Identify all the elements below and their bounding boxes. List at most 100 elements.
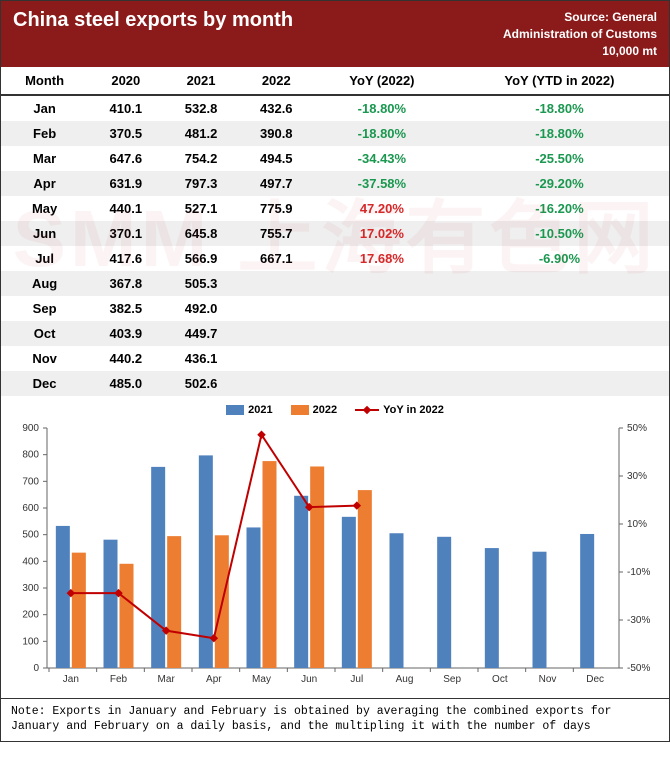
svg-text:800: 800 bbox=[22, 450, 39, 461]
table-cell: -25.50% bbox=[450, 146, 669, 171]
table-row: Jul417.6566.9667.117.68%-6.90% bbox=[1, 246, 669, 271]
unit-text: 10,000 mt bbox=[477, 43, 657, 60]
table-cell: 410.1 bbox=[88, 95, 163, 121]
svg-text:900: 900 bbox=[22, 423, 39, 434]
chart-plot: 0100200300400500600700800900-50%-30%-10%… bbox=[11, 420, 659, 690]
svg-text:Jun: Jun bbox=[301, 674, 317, 685]
table-cell: -16.20% bbox=[450, 196, 669, 221]
svg-text:30%: 30% bbox=[627, 471, 647, 482]
table-cell bbox=[239, 271, 314, 296]
table-cell: Jun bbox=[1, 221, 88, 246]
table-cell bbox=[239, 371, 314, 396]
svg-text:Dec: Dec bbox=[586, 674, 604, 685]
source-text: Source: General Administration of Custom… bbox=[477, 9, 657, 43]
table-cell: Feb bbox=[1, 121, 88, 146]
table-header-row: Month202020212022YoY (2022)YoY (YTD in 2… bbox=[1, 67, 669, 95]
table-cell bbox=[239, 346, 314, 371]
table-section: SMM 上海有色网 Month202020212022YoY (2022)YoY… bbox=[1, 67, 669, 396]
table-row: Apr631.9797.3497.7-37.58%-29.20% bbox=[1, 171, 669, 196]
table-cell: 497.7 bbox=[239, 171, 314, 196]
table-cell: -6.90% bbox=[450, 246, 669, 271]
table-cell: May bbox=[1, 196, 88, 221]
header-source: Source: General Administration of Custom… bbox=[477, 9, 657, 59]
table-cell: 370.5 bbox=[88, 121, 163, 146]
svg-text:50%: 50% bbox=[627, 423, 647, 434]
table-row: Sep382.5492.0 bbox=[1, 296, 669, 321]
table-cell: 382.5 bbox=[88, 296, 163, 321]
legend-swatch-2022 bbox=[291, 405, 309, 415]
col-header: 2020 bbox=[88, 67, 163, 95]
table-cell: -29.20% bbox=[450, 171, 669, 196]
table-cell: 440.1 bbox=[88, 196, 163, 221]
svg-text:600: 600 bbox=[22, 503, 39, 514]
table-cell: 449.7 bbox=[163, 321, 238, 346]
table-cell: 532.8 bbox=[163, 95, 238, 121]
col-header: Month bbox=[1, 67, 88, 95]
svg-text:Apr: Apr bbox=[206, 674, 222, 685]
legend-line-yoy bbox=[355, 409, 379, 411]
table-cell: Jan bbox=[1, 95, 88, 121]
legend-label-2021: 2021 bbox=[248, 404, 272, 416]
svg-text:-10%: -10% bbox=[627, 567, 650, 578]
table-row: Jun370.1645.8755.717.02%-10.50% bbox=[1, 221, 669, 246]
table-cell: Aug bbox=[1, 271, 88, 296]
table-cell: 502.6 bbox=[163, 371, 238, 396]
svg-text:May: May bbox=[252, 674, 271, 685]
chart-svg: 0100200300400500600700800900-50%-30%-10%… bbox=[11, 420, 659, 690]
col-header: 2021 bbox=[163, 67, 238, 95]
table-cell: 527.1 bbox=[163, 196, 238, 221]
table-cell: 432.6 bbox=[239, 95, 314, 121]
table-cell bbox=[314, 346, 450, 371]
table-cell: -37.58% bbox=[314, 171, 450, 196]
table-cell: 17.02% bbox=[314, 221, 450, 246]
table-cell: 797.3 bbox=[163, 171, 238, 196]
table-cell: 47.20% bbox=[314, 196, 450, 221]
svg-text:Jan: Jan bbox=[63, 674, 79, 685]
table-cell bbox=[239, 321, 314, 346]
table-cell: 440.2 bbox=[88, 346, 163, 371]
svg-text:400: 400 bbox=[22, 557, 39, 568]
table-cell bbox=[450, 296, 669, 321]
svg-text:Mar: Mar bbox=[158, 674, 176, 685]
table-cell: -18.80% bbox=[450, 121, 669, 146]
table-cell: Apr bbox=[1, 171, 88, 196]
chart-section: 2021 2022 YoY in 2022 010020030040050060… bbox=[1, 396, 669, 698]
table-cell: 667.1 bbox=[239, 246, 314, 271]
table-cell: 370.1 bbox=[88, 221, 163, 246]
table-cell: 631.9 bbox=[88, 171, 163, 196]
table-cell: 367.8 bbox=[88, 271, 163, 296]
col-header: 2022 bbox=[239, 67, 314, 95]
table-row: Mar647.6754.2494.5-34.43%-25.50% bbox=[1, 146, 669, 171]
table-row: Feb370.5481.2390.8-18.80%-18.80% bbox=[1, 121, 669, 146]
report-container: China steel exports by month Source: Gen… bbox=[0, 0, 670, 742]
svg-text:Sep: Sep bbox=[443, 674, 461, 685]
table-cell: Jul bbox=[1, 246, 88, 271]
table-cell bbox=[450, 271, 669, 296]
legend-yoy: YoY in 2022 bbox=[355, 404, 444, 416]
table-cell: -10.50% bbox=[450, 221, 669, 246]
svg-text:200: 200 bbox=[22, 610, 39, 621]
table-cell bbox=[450, 321, 669, 346]
table-cell bbox=[314, 271, 450, 296]
table-cell bbox=[314, 371, 450, 396]
report-title: China steel exports by month bbox=[13, 9, 293, 32]
table-cell: 775.9 bbox=[239, 196, 314, 221]
table-cell: -18.80% bbox=[314, 121, 450, 146]
table-cell: Oct bbox=[1, 321, 88, 346]
svg-text:300: 300 bbox=[22, 583, 39, 594]
table-row: Oct403.9449.7 bbox=[1, 321, 669, 346]
table-row: May440.1527.1775.947.20%-16.20% bbox=[1, 196, 669, 221]
table-cell bbox=[314, 296, 450, 321]
svg-text:Oct: Oct bbox=[492, 674, 508, 685]
table-body: Jan410.1532.8432.6-18.80%-18.80%Feb370.5… bbox=[1, 95, 669, 396]
svg-text:100: 100 bbox=[22, 637, 39, 648]
table-cell: -34.43% bbox=[314, 146, 450, 171]
table-cell: 17.68% bbox=[314, 246, 450, 271]
table-cell: Nov bbox=[1, 346, 88, 371]
svg-text:500: 500 bbox=[22, 530, 39, 541]
legend-swatch-2021 bbox=[226, 405, 244, 415]
col-header: YoY (2022) bbox=[314, 67, 450, 95]
table-cell: -18.80% bbox=[314, 95, 450, 121]
table-cell bbox=[450, 346, 669, 371]
table-row: Jan410.1532.8432.6-18.80%-18.80% bbox=[1, 95, 669, 121]
